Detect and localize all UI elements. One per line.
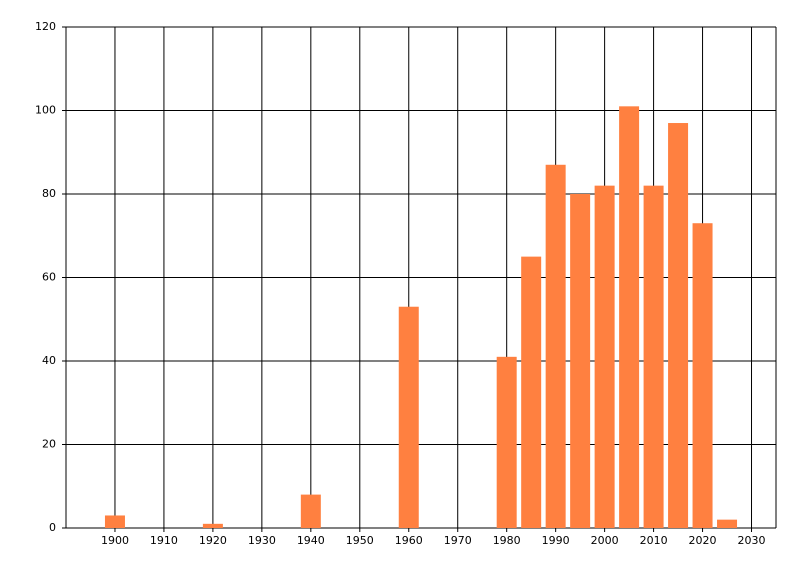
bar [717, 519, 738, 528]
bar [202, 523, 223, 528]
bar [692, 223, 713, 528]
x-tick-label: 1910 [150, 534, 178, 547]
x-tick-label: 1900 [101, 534, 129, 547]
x-tick-label: 1960 [395, 534, 423, 547]
x-tick-label: 2020 [689, 534, 717, 547]
bar [594, 185, 615, 528]
bar [619, 106, 640, 528]
x-tick-label: 1920 [199, 534, 227, 547]
y-tick-label: 0 [49, 521, 56, 534]
x-tick-label: 1970 [444, 534, 472, 547]
x-tick-label: 1930 [248, 534, 276, 547]
y-tick-label: 100 [35, 104, 56, 117]
bar [398, 306, 419, 528]
x-tick-label: 1990 [542, 534, 570, 547]
bar [104, 515, 125, 528]
x-tick-label: 2030 [738, 534, 766, 547]
bar [668, 123, 689, 529]
y-tick-label: 80 [42, 187, 56, 200]
y-tick-label: 40 [42, 354, 56, 367]
y-tick-label: 20 [42, 438, 56, 451]
x-tick-label: 2000 [591, 534, 619, 547]
x-tick-label: 2010 [640, 534, 668, 547]
y-tick-label: 60 [42, 271, 56, 284]
bar [496, 356, 517, 528]
bar [521, 256, 542, 528]
bar [300, 494, 321, 528]
x-tick-label: 1950 [346, 534, 374, 547]
x-tick-label: 1980 [493, 534, 521, 547]
bar [643, 185, 664, 528]
bar [570, 194, 591, 528]
y-tick-label: 120 [35, 20, 56, 33]
bar [545, 164, 566, 528]
x-tick-label: 1940 [297, 534, 325, 547]
